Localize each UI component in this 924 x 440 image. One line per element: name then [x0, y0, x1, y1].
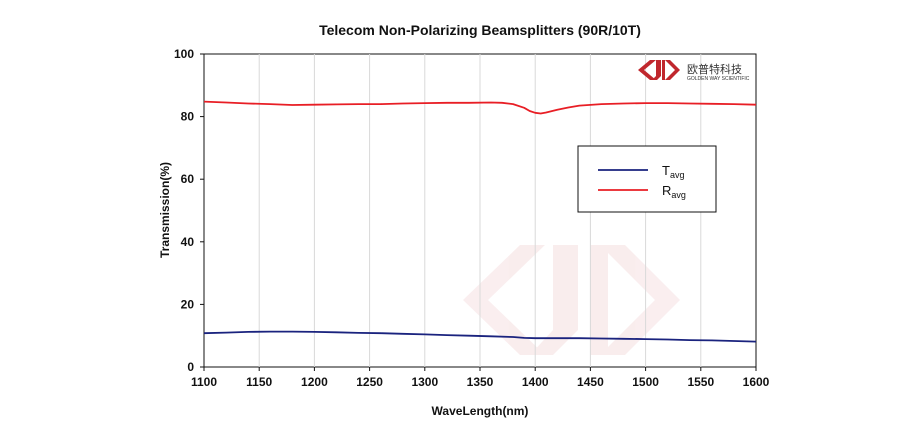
legend-label-t-sub: avg [670, 170, 685, 180]
x-tick-label: 1550 [687, 375, 714, 389]
watermark-logo-icon [463, 245, 680, 355]
company-logo: 欧普特科技 GOLDEN WAY SCIENTIFIC [638, 60, 750, 82]
series-line-r-avg [203, 100, 757, 115]
x-tick-label: 1600 [743, 375, 770, 389]
y-tick-label: 60 [181, 172, 195, 186]
series-lines [203, 100, 757, 343]
x-tick-label: 1400 [522, 375, 549, 389]
legend-label-r-main: R [662, 183, 671, 198]
chart-title: Telecom Non-Polarizing Beamsplitters (90… [319, 22, 641, 38]
legend: Tavg Ravg [577, 145, 717, 213]
x-tick-label: 1350 [467, 375, 494, 389]
x-tick-label: 1150 [246, 375, 272, 389]
y-tick-label: 80 [181, 110, 195, 124]
x-tick-label: 1300 [411, 375, 438, 389]
x-tick-label: 1200 [301, 375, 328, 389]
series-line-t-avg [203, 330, 757, 343]
x-axis-title: WaveLength(nm) [432, 404, 529, 418]
legend-box [577, 145, 717, 213]
y-tick-label: 0 [187, 360, 194, 374]
legend-label-r-sub: avg [671, 190, 686, 200]
legend-label-r-avg: Ravg [662, 183, 686, 200]
x-axis-ticks: 1100 1150 1200 1250 1300 1350 1400 1450 1500 1550… [191, 367, 770, 389]
y-tick-label: 40 [181, 235, 195, 249]
legend-label-t-main: T [662, 163, 670, 178]
logo-mark-icon [638, 60, 680, 80]
legend-label-t-avg: Tavg [662, 163, 684, 180]
y-axis-ticks: 0 20 40 60 80 100 [174, 47, 204, 374]
y-tick-label: 100 [174, 47, 194, 61]
y-tick-label: 20 [181, 297, 195, 311]
x-tick-label: 1100 [191, 375, 217, 389]
logo-name-en: GOLDEN WAY SCIENTIFIC [687, 76, 750, 82]
x-tick-label: 1500 [632, 375, 659, 389]
x-tick-label: 1250 [356, 375, 383, 389]
y-axis-title: Transmission(%) [158, 162, 172, 258]
x-tick-label: 1450 [577, 375, 604, 389]
logo-name-cn: 欧普特科技 [687, 62, 742, 76]
